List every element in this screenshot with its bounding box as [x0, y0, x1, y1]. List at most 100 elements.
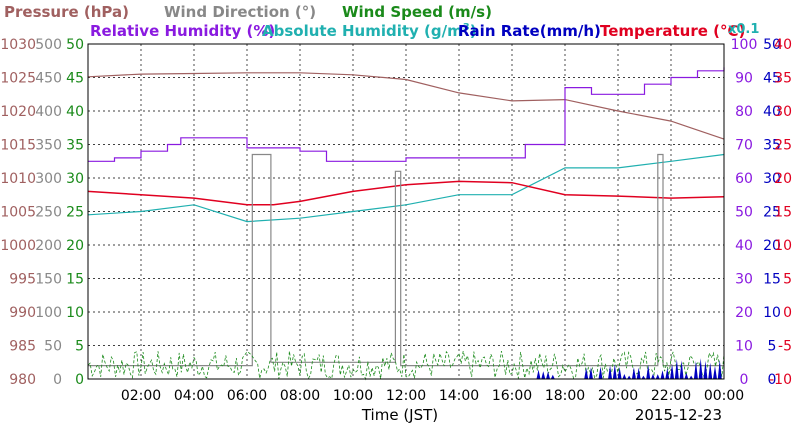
- tick-x: 16:00: [492, 388, 532, 404]
- tick-rain: 0: [768, 372, 777, 388]
- legend-x01: x0.1: [728, 22, 759, 37]
- rain-spike: [636, 367, 641, 379]
- tick-wind-speed: 0: [75, 372, 84, 388]
- tick-wind-direction: 300: [35, 171, 62, 187]
- rain-spike: [655, 374, 660, 379]
- rain-spike: [546, 371, 551, 379]
- tick-wind-direction: 450: [35, 71, 62, 87]
- rain-spike: [627, 375, 632, 379]
- tick-rain: 5: [768, 339, 777, 355]
- tick-wind-direction: 100: [35, 305, 62, 321]
- rain-spike: [646, 364, 651, 379]
- tick-pressure: 1000: [0, 238, 36, 254]
- rain-spike: [703, 360, 708, 379]
- tick-temperature: 0: [783, 305, 792, 321]
- tick-humidity: 10: [735, 339, 753, 355]
- rain-spike: [717, 359, 722, 379]
- tick-wind-speed: 5: [75, 339, 84, 355]
- tick-x: 18:00: [545, 388, 585, 404]
- tick-humidity: 50: [735, 205, 753, 221]
- legend-item-0: Pressure (hPa): [4, 3, 129, 21]
- tick-wind-speed: 10: [66, 305, 84, 321]
- tick-x: 00:00: [704, 388, 744, 404]
- tick-pressure: 1010: [0, 171, 36, 187]
- tick-pressure: 1015: [0, 138, 36, 154]
- tick-rain: 20: [763, 238, 781, 254]
- series-group: [87, 67, 725, 381]
- tick-temperature: 10: [774, 238, 792, 254]
- tick-wind-speed: 15: [66, 272, 84, 288]
- tick-humidity: 90: [735, 71, 753, 87]
- rain-spike: [665, 368, 670, 379]
- tick-rain: 35: [763, 138, 781, 154]
- tick-x: 04:00: [174, 388, 214, 404]
- legend-item-tail: ): [470, 22, 477, 40]
- rain-spike: [550, 374, 555, 379]
- tick-temperature: -10: [769, 372, 792, 388]
- tick-x: 20:00: [598, 388, 638, 404]
- rain-spike: [660, 370, 665, 379]
- tick-wind-direction: 50: [44, 339, 62, 355]
- tick-rain: 50: [763, 37, 781, 53]
- legend-item-r2-0: Relative Humidity (%): [90, 22, 275, 40]
- rain-spike: [698, 358, 703, 379]
- rain-spike: [679, 360, 684, 379]
- rain-spike: [712, 365, 717, 379]
- rain-spike: [650, 373, 655, 379]
- tick-temperature: 35: [774, 71, 792, 87]
- tick-temperature: 20: [774, 171, 792, 187]
- legend-superscript: 3: [463, 22, 470, 33]
- tick-wind-speed: 35: [66, 138, 84, 154]
- tick-humidity: 0: [740, 372, 749, 388]
- tick-pressure: 1025: [0, 71, 36, 87]
- tick-humidity: 40: [735, 238, 753, 254]
- rel-humidity-line: [88, 67, 725, 162]
- tick-humidity: 20: [735, 305, 753, 321]
- tick-rain: 10: [763, 305, 781, 321]
- rain-spike: [670, 364, 675, 379]
- legend-row-1: Pressure (hPa) Wind Direction (°) Wind Spe…: [4, 3, 492, 21]
- tick-humidity: 70: [735, 138, 753, 154]
- tick-x: 08:00: [280, 388, 320, 404]
- rain-spike: [641, 375, 646, 379]
- rain-spike: [708, 362, 713, 379]
- tick-pressure: 1020: [0, 104, 36, 120]
- tick-wind-speed: 50: [66, 37, 84, 53]
- legend-item-2: Wind Speed (m/s): [342, 3, 492, 21]
- rain-spike: [584, 367, 589, 379]
- tick-pressure: 990: [9, 305, 36, 321]
- tick-temperature: 15: [774, 205, 792, 221]
- tick-wind-direction: 150: [35, 272, 62, 288]
- tick-pressure: 985: [9, 339, 36, 355]
- legend-item-r2-2: Rain Rate(mm/h): [458, 22, 601, 40]
- legend-item-r2-1: Absolute Humidity (g/m: [262, 22, 463, 40]
- axes-group: 1030102510201015101010051000995990985980…: [0, 37, 792, 404]
- tick-x: 02:00: [121, 388, 161, 404]
- tick-temperature: 30: [774, 104, 792, 120]
- rain-spike: [631, 367, 636, 379]
- tick-humidity: 60: [735, 171, 753, 187]
- tick-wind-direction: 200: [35, 238, 62, 254]
- x-axis-title: Time (JST): [361, 406, 438, 424]
- rain-spike: [536, 369, 541, 379]
- tick-wind-speed: 45: [66, 71, 84, 87]
- rain-spike: [693, 361, 698, 379]
- abs-humidity-line: [87, 153, 725, 223]
- legend-row-2: Relative Humidity (%)Absolute Humidity (…: [90, 22, 745, 40]
- tick-x: 22:00: [651, 388, 691, 404]
- tick-rain: 40: [763, 104, 781, 120]
- tick-wind-direction: 250: [35, 205, 62, 221]
- tick-pressure: 980: [9, 372, 36, 388]
- tick-rain: 30: [763, 171, 781, 187]
- wind-direction-line: [88, 153, 724, 367]
- tick-temperature: 5: [783, 272, 792, 288]
- rain-spike: [689, 375, 694, 379]
- tick-temperature: 25: [774, 138, 792, 154]
- rain-spike: [541, 371, 546, 379]
- tick-temperature: 40: [774, 37, 792, 53]
- tick-x: 06:00: [227, 388, 267, 404]
- rain-spike: [674, 358, 679, 379]
- tick-wind-direction: 350: [35, 138, 62, 154]
